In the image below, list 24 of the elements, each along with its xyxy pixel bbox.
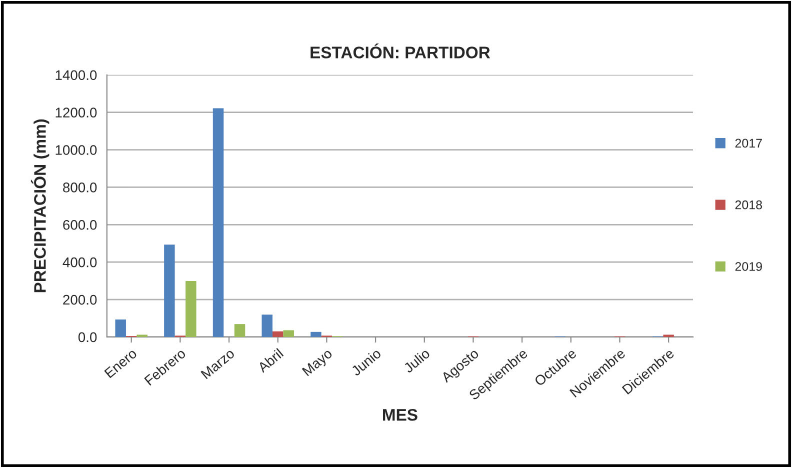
bar — [186, 280, 196, 337]
y-tick-label: 400.0 — [62, 257, 97, 268]
y-tick-label: 200.0 — [63, 294, 97, 305]
legend-label: 2018 — [735, 200, 762, 210]
y-tick-label: 1200.0 — [56, 108, 97, 118]
legend-label: 2017 — [735, 138, 762, 148]
x-tick-label: Julio — [402, 348, 430, 374]
y-tick-label: 800.0 — [63, 182, 97, 192]
y-tick-label: 1000.0 — [56, 145, 97, 155]
bar — [115, 320, 126, 337]
bar — [234, 324, 246, 337]
bar — [164, 244, 175, 337]
x-axis-title: MES — [383, 408, 418, 421]
bar — [272, 331, 284, 337]
chart-title: ESTACIÓN: PARTIDOR — [310, 43, 490, 58]
y-axis-title: PRECIPITACIÓN (mm) — [30, 119, 50, 292]
y-tick-label: 1400.0 — [56, 70, 97, 80]
legend-label: 2019 — [735, 262, 762, 271]
bar — [283, 330, 294, 337]
y-tick-label: 0.0 — [78, 332, 97, 342]
bar — [212, 108, 224, 337]
bar — [262, 314, 272, 337]
y-tick-label: 600.0 — [63, 220, 97, 230]
bar — [310, 332, 322, 337]
